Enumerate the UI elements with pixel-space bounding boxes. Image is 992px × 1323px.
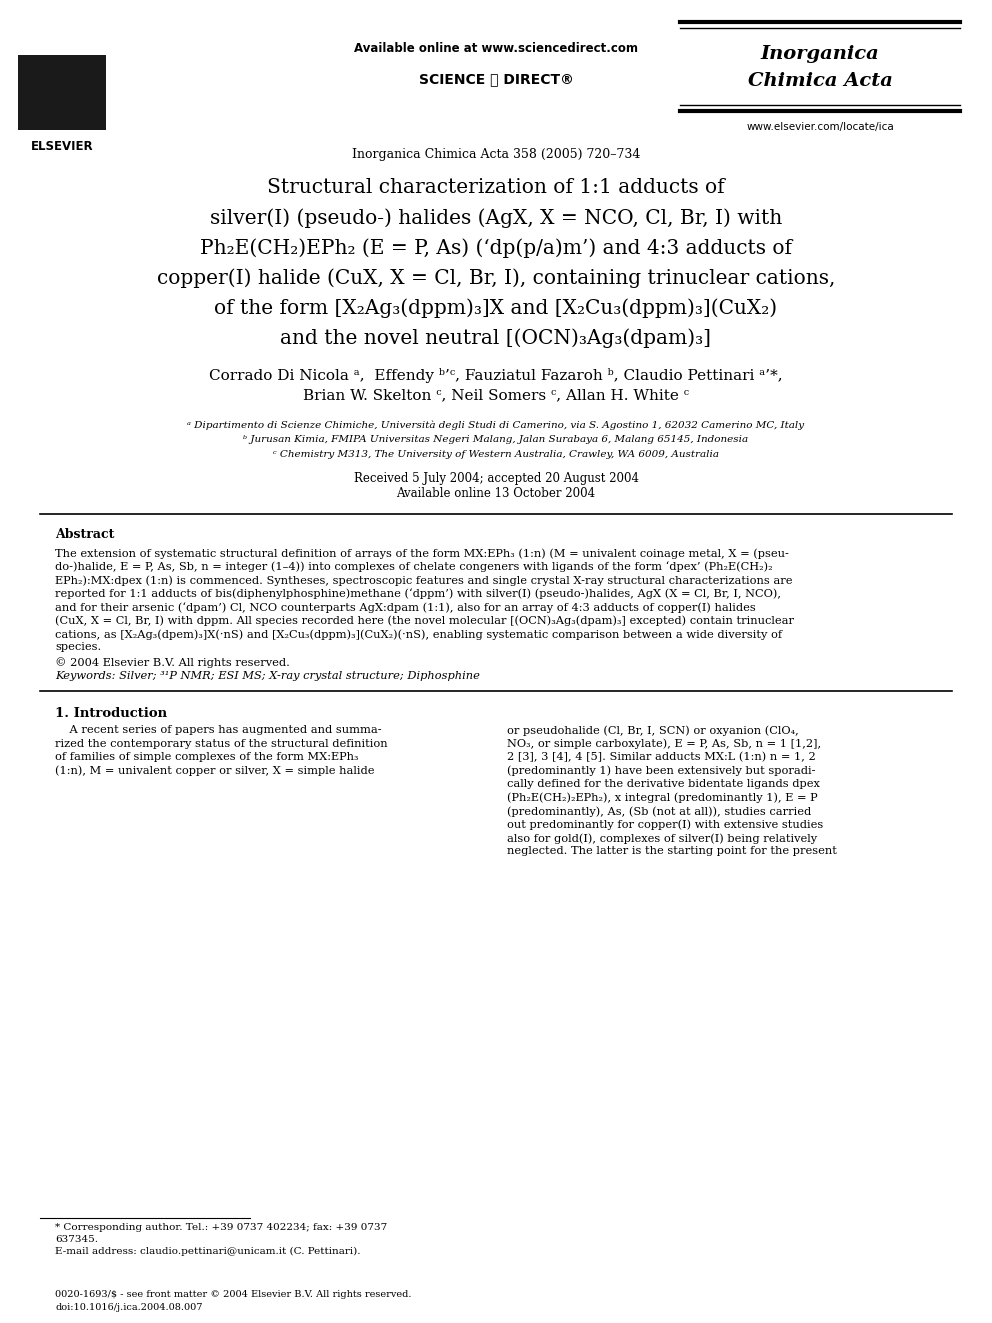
Text: and for their arsenic (‘dpam’) Cl, NCO counterparts AgX:dpam (1:1), also for an : and for their arsenic (‘dpam’) Cl, NCO c… (55, 602, 756, 613)
Text: www.elsevier.com/locate/ica: www.elsevier.com/locate/ica (746, 122, 894, 132)
Text: (CuX, X = Cl, Br, I) with dppm. All species recorded here (the novel molecular [: (CuX, X = Cl, Br, I) with dppm. All spec… (55, 615, 794, 626)
Text: ELSEVIER: ELSEVIER (31, 140, 93, 153)
Text: and the novel neutral [(OCN)₃Ag₃(dpam)₃]: and the novel neutral [(OCN)₃Ag₃(dpam)₃] (281, 328, 711, 348)
Text: (Ph₂E(CH₂)₂EPh₂), x integral (predominantly 1), E = P: (Ph₂E(CH₂)₂EPh₂), x integral (predominan… (507, 792, 817, 803)
Text: copper(I) halide (CuX, X = Cl, Br, I), containing trinuclear cations,: copper(I) halide (CuX, X = Cl, Br, I), c… (157, 269, 835, 287)
Text: E-mail address: claudio.pettinari@unicam.it (C. Pettinari).: E-mail address: claudio.pettinari@unicam… (55, 1248, 360, 1256)
Text: cally defined for the derivative bidentate ligands dpex: cally defined for the derivative bidenta… (507, 779, 819, 789)
Text: Chimica Acta: Chimica Acta (748, 71, 893, 90)
Text: cations, as [X₂Ag₃(dpem)₃]X(·nS) and [X₂Cu₃(dppm)₃](CuX₂)(·nS), enabling systema: cations, as [X₂Ag₃(dpem)₃]X(·nS) and [X₂… (55, 628, 782, 639)
Text: (predominantly), As, (Sb (not at all)), studies carried: (predominantly), As, (Sb (not at all)), … (507, 806, 811, 816)
Text: Structural characterization of 1:1 adducts of: Structural characterization of 1:1 adduc… (267, 179, 725, 197)
Text: (predominantly 1) have been extensively but sporadi-: (predominantly 1) have been extensively … (507, 766, 815, 777)
Text: ᵃ Dipartimento di Scienze Chimiche, Università degli Studi di Camerino, via S. A: ᵃ Dipartimento di Scienze Chimiche, Univ… (187, 419, 805, 430)
Text: doi:10.1016/j.ica.2004.08.007: doi:10.1016/j.ica.2004.08.007 (55, 1303, 202, 1312)
Text: Keywords: Silver; ³¹P NMR; ESI MS; X-ray crystal structure; Diphosphine: Keywords: Silver; ³¹P NMR; ESI MS; X-ray… (55, 671, 480, 681)
Text: NO₃, or simple carboxylate), E = P, As, Sb, n = 1 [1,2],: NO₃, or simple carboxylate), E = P, As, … (507, 738, 821, 749)
Text: of families of simple complexes of the form MX:EPh₃: of families of simple complexes of the f… (55, 751, 358, 762)
Text: 1. Introduction: 1. Introduction (55, 706, 167, 720)
Text: ᵇ Jurusan Kimia, FMIPA Universitas Negeri Malang, Jalan Surabaya 6, Malang 65145: ᵇ Jurusan Kimia, FMIPA Universitas Neger… (243, 435, 749, 445)
Text: 2 [3], 3 [4], 4 [5]. Similar adducts MX:L (1:n) n = 1, 2: 2 [3], 3 [4], 4 [5]. Similar adducts MX:… (507, 751, 815, 762)
Text: Available online at www.sciencedirect.com: Available online at www.sciencedirect.co… (354, 42, 638, 56)
Text: Brian W. Skelton ᶜ, Neil Somers ᶜ, Allan H. White ᶜ: Brian W. Skelton ᶜ, Neil Somers ᶜ, Allan… (303, 388, 689, 402)
Text: (1:n), M = univalent copper or silver, X = simple halide: (1:n), M = univalent copper or silver, X… (55, 766, 375, 777)
Text: do-)halide, E = P, As, Sb, n = integer (1–4)) into complexes of chelate congener: do-)halide, E = P, As, Sb, n = integer (… (55, 561, 773, 573)
Text: out predominantly for copper(I) with extensive studies: out predominantly for copper(I) with ext… (507, 819, 823, 830)
Text: rized the contemporary status of the structural definition: rized the contemporary status of the str… (55, 738, 388, 749)
Text: 0020-1693/$ - see front matter © 2004 Elsevier B.V. All rights reserved.: 0020-1693/$ - see front matter © 2004 El… (55, 1290, 412, 1299)
Text: The extension of systematic structural definition of arrays of the form MX:EPh₃ : The extension of systematic structural d… (55, 548, 789, 558)
Text: ᶜ Chemistry M313, The University of Western Australia, Crawley, WA 6009, Austral: ᶜ Chemistry M313, The University of West… (273, 450, 719, 459)
Text: 637345.: 637345. (55, 1234, 98, 1244)
Text: EPh₂):MX:dpex (1:n) is commenced. Syntheses, spectroscopic features and single c: EPh₂):MX:dpex (1:n) is commenced. Synthe… (55, 576, 793, 586)
Text: Ph₂E(CH₂)EPh₂ (E = P, As) (‘dp(p/a)m’) and 4:3 adducts of: Ph₂E(CH₂)EPh₂ (E = P, As) (‘dp(p/a)m’) a… (200, 238, 792, 258)
Text: also for gold(I), complexes of silver(I) being relatively: also for gold(I), complexes of silver(I)… (507, 833, 817, 844)
Text: or pseudohalide (Cl, Br, I, SCN) or oxyanion (ClO₄,: or pseudohalide (Cl, Br, I, SCN) or oxya… (507, 725, 799, 736)
Text: species.: species. (55, 643, 101, 652)
Text: neglected. The latter is the starting point for the present: neglected. The latter is the starting po… (507, 847, 837, 856)
Text: © 2004 Elsevier B.V. All rights reserved.: © 2004 Elsevier B.V. All rights reserved… (55, 658, 290, 668)
Text: SCIENCE ⓓ DIRECT®: SCIENCE ⓓ DIRECT® (419, 71, 573, 86)
Text: silver(I) (pseudo-) halides (AgX, X = NCO, Cl, Br, I) with: silver(I) (pseudo-) halides (AgX, X = NC… (210, 208, 782, 228)
Text: * Corresponding author. Tel.: +39 0737 402234; fax: +39 0737: * Corresponding author. Tel.: +39 0737 4… (55, 1222, 387, 1232)
Text: Inorganica: Inorganica (761, 45, 879, 64)
Text: Received 5 July 2004; accepted 20 August 2004: Received 5 July 2004; accepted 20 August… (353, 472, 639, 486)
Text: reported for 1:1 adducts of bis(diphenylphosphine)methane (‘dppm’) with silver(I: reported for 1:1 adducts of bis(diphenyl… (55, 589, 781, 599)
Text: Inorganica Chimica Acta 358 (2005) 720–734: Inorganica Chimica Acta 358 (2005) 720–7… (352, 148, 640, 161)
Text: Corrado Di Nicola ᵃ,  Effendy ᵇ’ᶜ, Fauziatul Fazaroh ᵇ, Claudio Pettinari ᵃ’*,: Corrado Di Nicola ᵃ, Effendy ᵇ’ᶜ, Fauzia… (209, 368, 783, 382)
Text: of the form [X₂Ag₃(dppm)₃]X and [X₂Cu₃(dppm)₃](CuX₂): of the form [X₂Ag₃(dppm)₃]X and [X₂Cu₃(d… (214, 298, 778, 318)
Text: A recent series of papers has augmented and summa-: A recent series of papers has augmented … (55, 725, 382, 736)
Text: Abstract: Abstract (55, 528, 114, 541)
Text: Available online 13 October 2004: Available online 13 October 2004 (397, 487, 595, 500)
